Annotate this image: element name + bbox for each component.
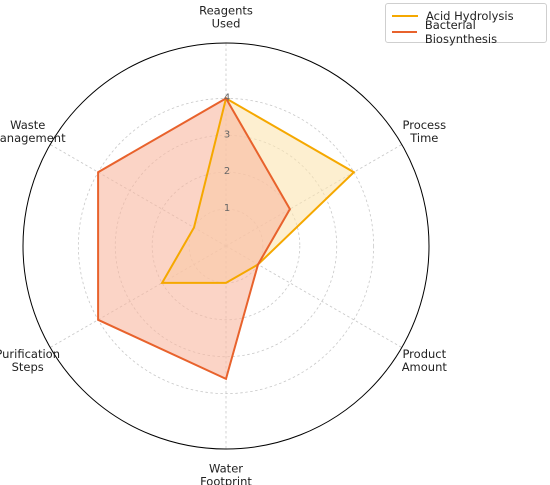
axis-label-4: Water Footprint [200, 462, 252, 485]
axis-label-3: Product Amount [402, 347, 448, 374]
axis-label-5: Purification Steps [0, 347, 60, 374]
legend-label-bacterial-biosynthesis: Bacterial Biosynthesis [424, 18, 498, 46]
tick-label-4: 4 [224, 92, 230, 103]
axis-label-line: Steps [12, 360, 44, 374]
axis-label-line: Amount [402, 360, 448, 374]
axis-label-line: Process [402, 118, 446, 132]
tick-label-2: 2 [224, 166, 230, 177]
legend: Acid Hydrolysis Bacterial Biosynthesis [385, 3, 547, 46]
series-line-2 [97, 97, 292, 381]
axis-label-line: Waste [10, 118, 45, 132]
legend-swatch-bacterial-biosynthesis [392, 31, 417, 33]
axis-label-line: Management [0, 131, 66, 145]
axis-label-line: Reagents [199, 4, 253, 18]
series-line-1 [160, 96, 356, 284]
axis-label-line: Product [402, 347, 446, 361]
legend-item-bacterial-biosynthesis: Bacterial Biosynthesis [392, 18, 546, 46]
axis-label-line: Water [209, 462, 243, 476]
axis-label-line: Footprint [200, 475, 252, 485]
tick-label-1: 1 [224, 203, 230, 214]
axis-label-line: Used [212, 17, 241, 31]
grid-spoke-3 [225, 245, 403, 348]
legend-label-acid-hydrolysis: Acid Hydrolysis [426, 9, 514, 23]
legend-item-acid-hydrolysis: Acid Hydrolysis [392, 8, 514, 24]
axis-label-6: WasteManagement [0, 118, 66, 145]
series-area-2 [98, 98, 290, 379]
axis-label-1: Reagents Used [199, 4, 253, 31]
legend-swatch-acid-hydrolysis [392, 15, 418, 17]
axis-label-line: Time [409, 131, 438, 145]
tick-label-3: 3 [224, 129, 230, 140]
axis-label-2: Process Time [402, 118, 446, 145]
polar-frame [22, 42, 430, 450]
axis-label-line: Purification [0, 347, 60, 361]
